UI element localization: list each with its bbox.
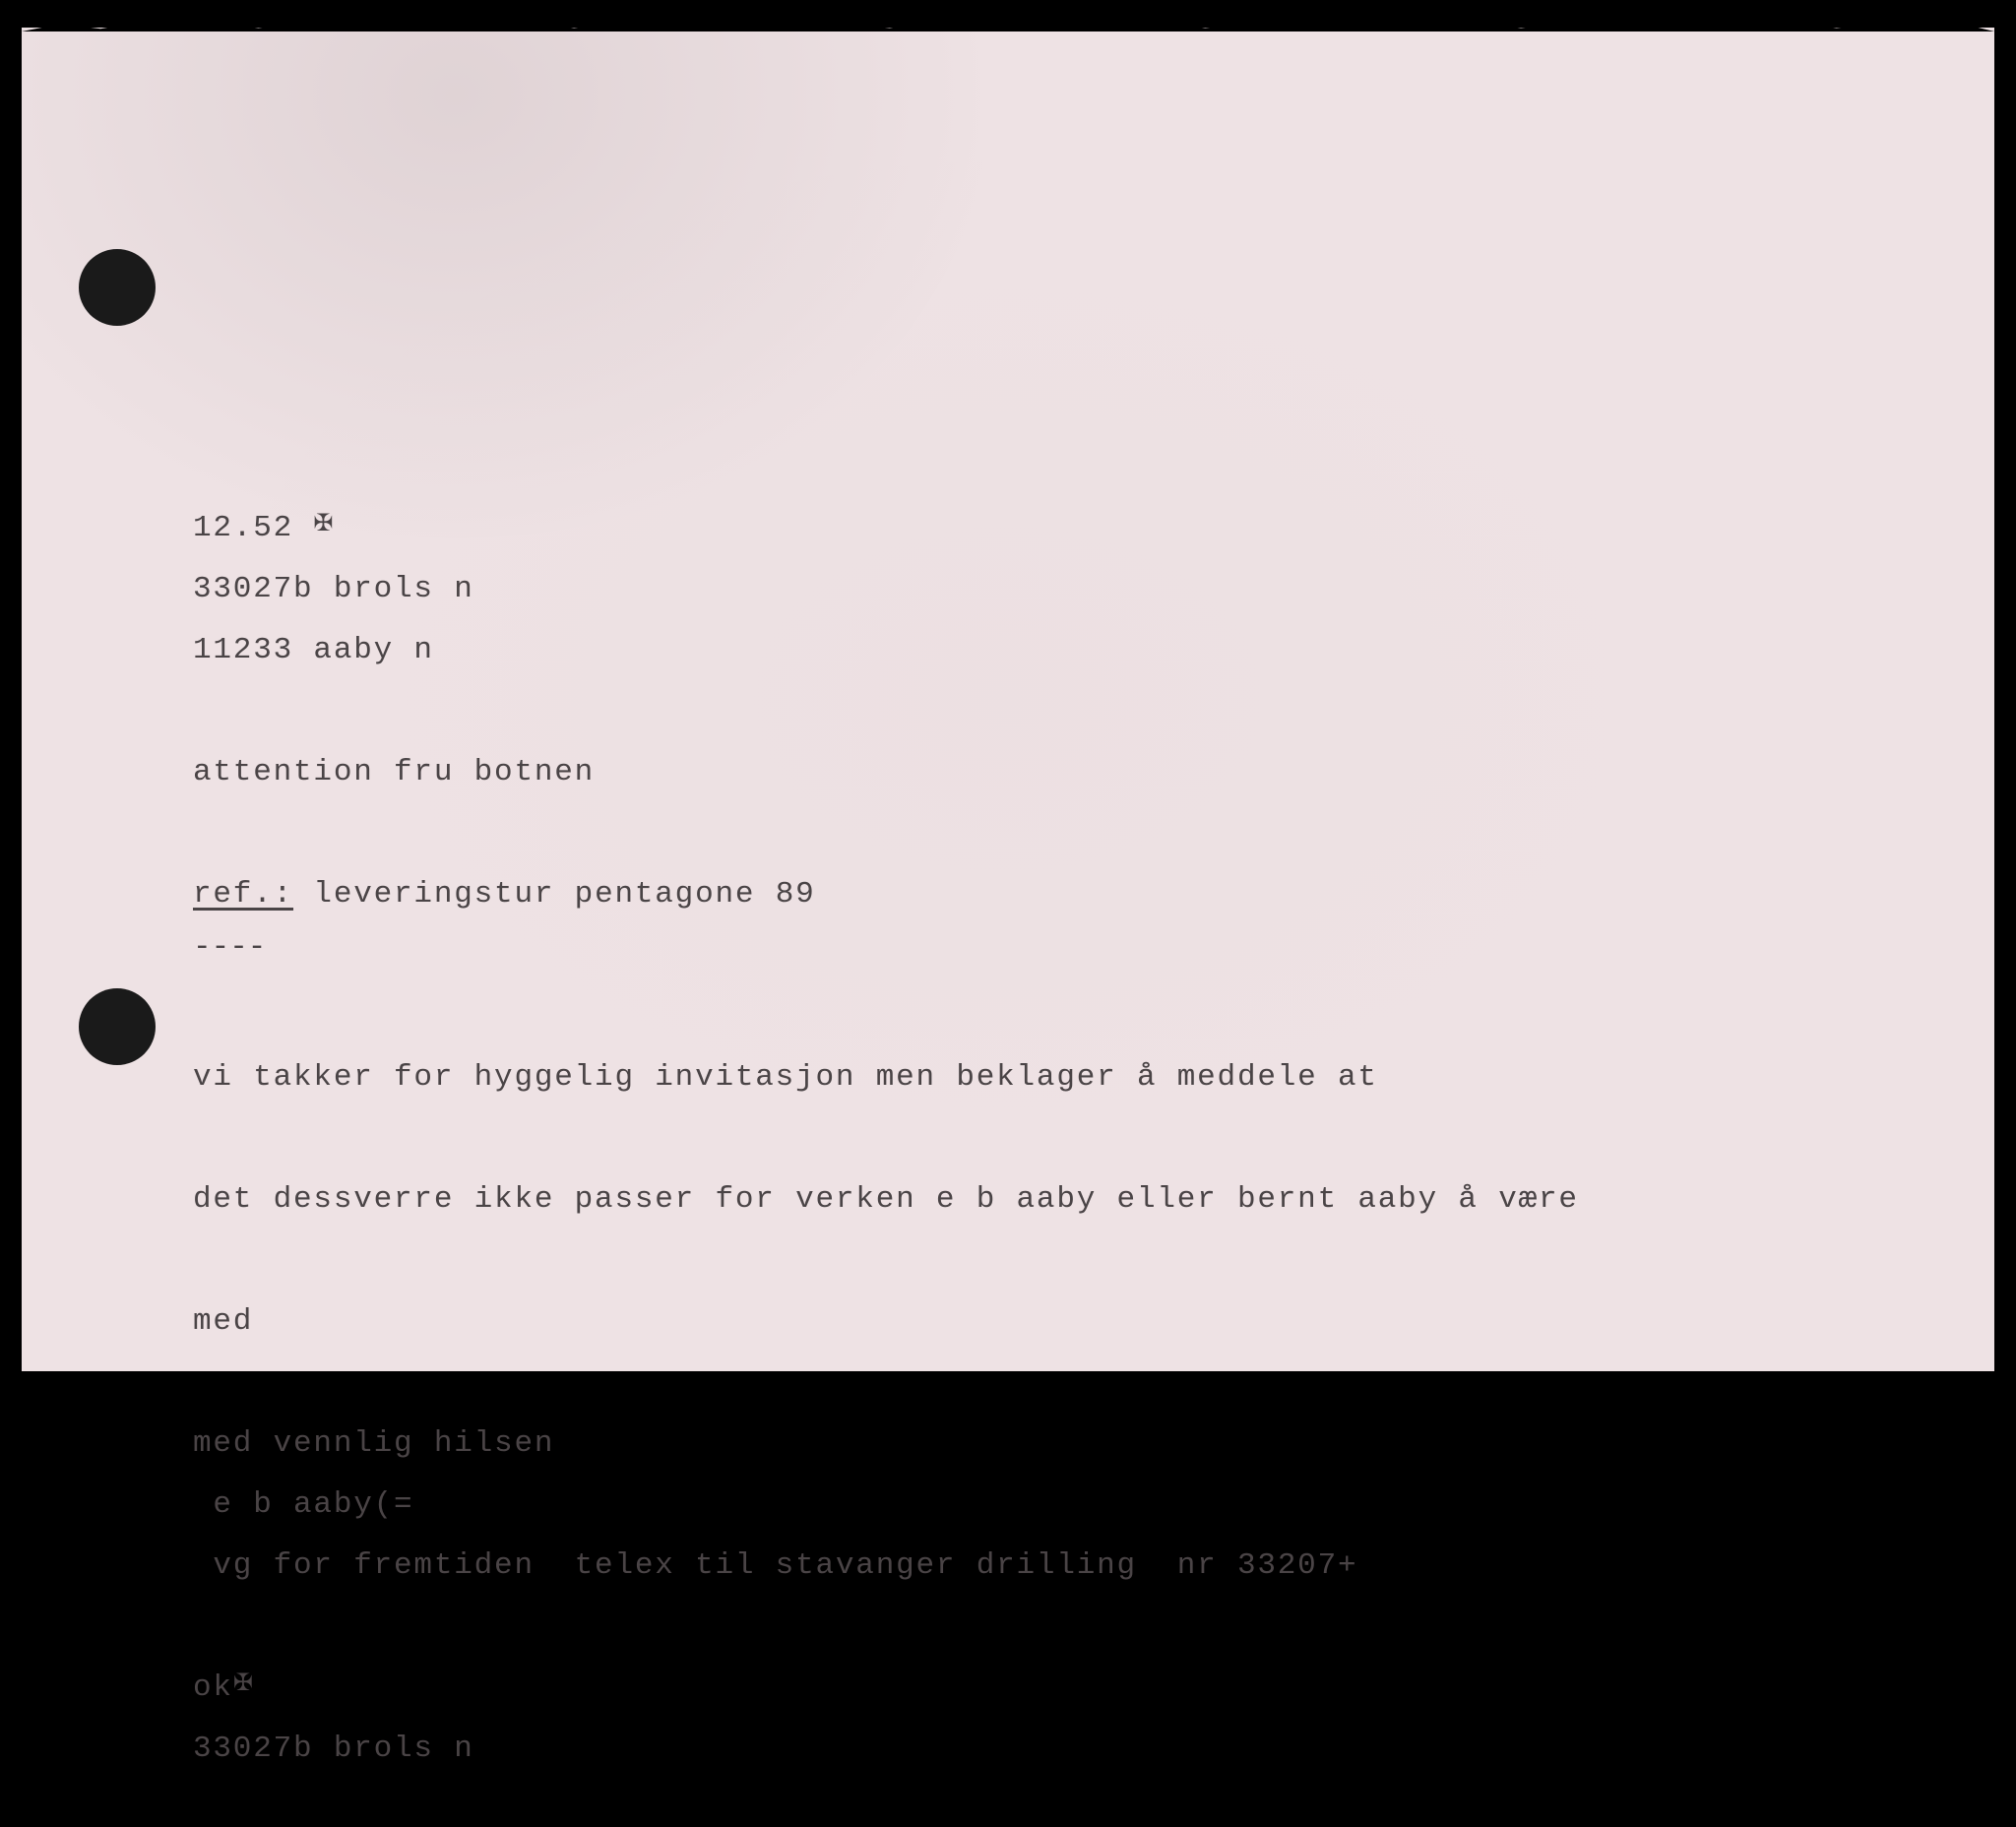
ref-dashes: ---- [193, 932, 1579, 963]
maltese-cross-icon: ✠ [233, 1673, 255, 1697]
sender-answerback: 33027b brols n [193, 574, 1579, 604]
body-line-1: vi takker for hyggelig invitasjon men be… [193, 1062, 1579, 1093]
hole-punch-top [79, 249, 156, 326]
body-line-3: med [193, 1306, 1579, 1337]
hole-punch-bottom [79, 988, 156, 1065]
closing-line-1: med vennlig hilsen [193, 1428, 1579, 1459]
ref-label: ref.: [193, 877, 293, 912]
blank-line [193, 1001, 1579, 1032]
blank-line [193, 818, 1579, 849]
blank-line [193, 1367, 1579, 1398]
blank-line [193, 696, 1579, 726]
scan-frame: 12.52 ✠ 33027b brols n 11233 aaby n atte… [0, 0, 2016, 1371]
time-line: 12.52 ✠ [193, 513, 1579, 543]
blank-line [193, 1611, 1579, 1642]
telex-body: 12.52 ✠ 33027b brols n 11233 aaby n atte… [193, 482, 1579, 1825]
footer-answerback: 33027b brols n [193, 1733, 1579, 1764]
recipient-answerback: 11233 aaby n [193, 635, 1579, 665]
closing-line-2: e b aaby(= [193, 1489, 1579, 1520]
closing-line-3: vg for fremtiden telex til stavanger dri… [193, 1550, 1579, 1581]
ref-text: leveringstur pentagone 89 [313, 877, 815, 912]
blank-line [193, 1123, 1579, 1154]
time-value: 12.52 [193, 511, 293, 545]
blank-line [193, 1245, 1579, 1276]
maltese-cross-icon: ✠ [313, 514, 335, 537]
torn-edge-top [22, 18, 1994, 32]
attention-line: attention fru botnen [193, 757, 1579, 788]
ref-line: ref.: leveringstur pentagone 89 [193, 879, 1579, 910]
body-line-2: det dessverre ikke passer for verken e b… [193, 1184, 1579, 1215]
ok-text: ok [193, 1670, 233, 1705]
ok-line: ok✠ [193, 1672, 1579, 1703]
